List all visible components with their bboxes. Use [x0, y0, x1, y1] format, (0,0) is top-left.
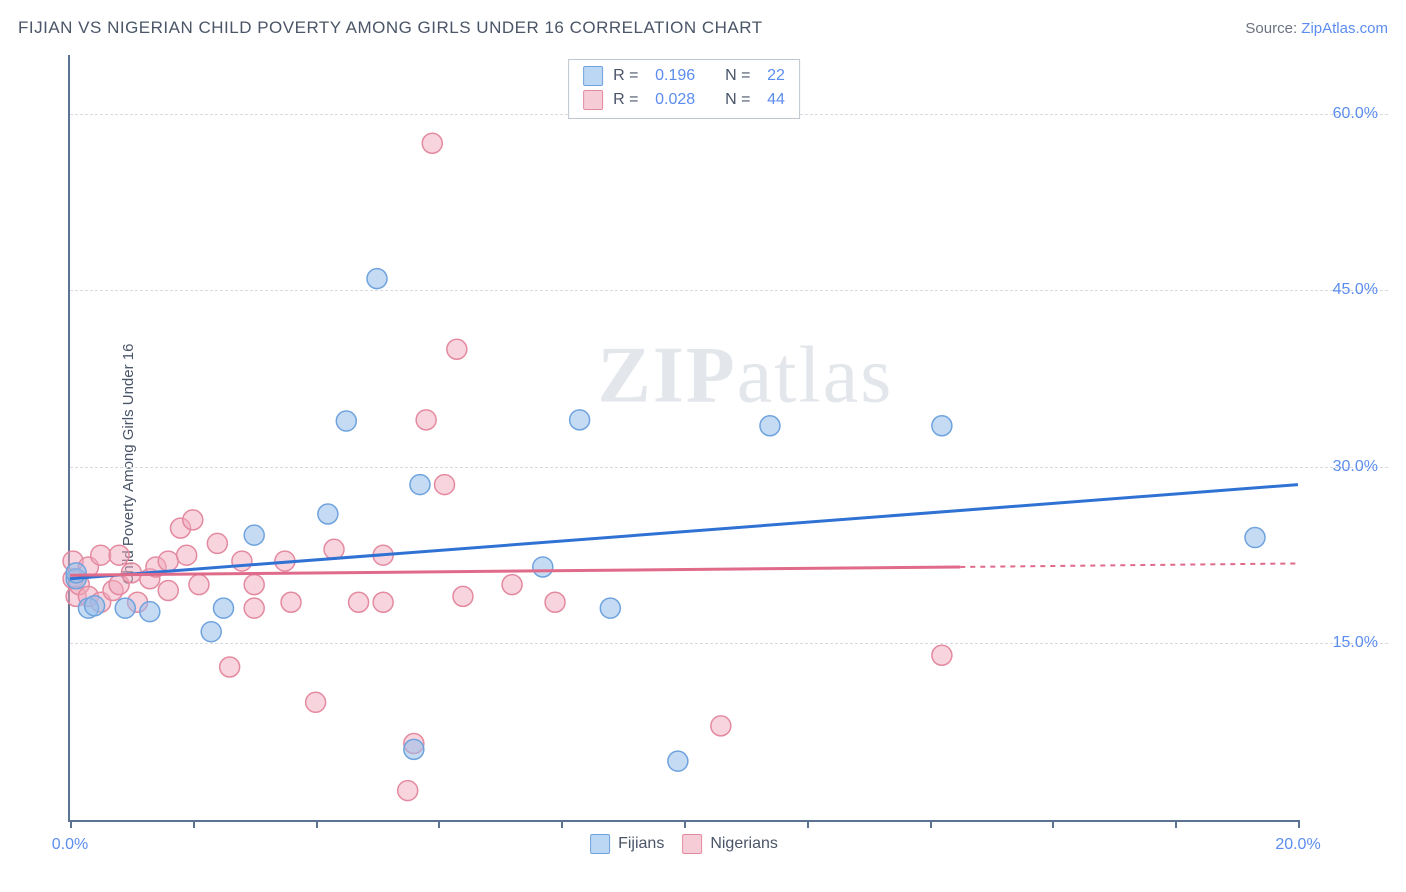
point-fijians [201, 622, 221, 642]
point-nigerians [306, 692, 326, 712]
legend-row-fijians: R = 0.196 N = 22 [583, 64, 785, 88]
point-fijians [932, 416, 952, 436]
point-nigerians [220, 657, 240, 677]
x-tick [1052, 820, 1054, 828]
point-fijians [318, 504, 338, 524]
point-nigerians [545, 592, 565, 612]
point-nigerians [416, 410, 436, 430]
x-tick [438, 820, 440, 828]
point-fijians [760, 416, 780, 436]
point-nigerians [324, 539, 344, 559]
legend-item-fijians: Fijians [590, 834, 664, 854]
point-fijians [410, 475, 430, 495]
point-nigerians [502, 575, 522, 595]
trendline-nigerians-extrapolated [960, 563, 1298, 567]
y-tick-label: 60.0% [1308, 105, 1378, 123]
legend-item-nigerians: Nigerians [682, 834, 778, 854]
point-fijians [66, 563, 86, 583]
point-nigerians [453, 586, 473, 606]
x-tick-label: 20.0% [1275, 836, 1320, 854]
x-tick [930, 820, 932, 828]
x-tick [561, 820, 563, 828]
chart-title: FIJIAN VS NIGERIAN CHILD POVERTY AMONG G… [18, 18, 763, 38]
legend-row-nigerians: R = 0.028 N = 44 [583, 88, 785, 112]
point-nigerians [281, 592, 301, 612]
point-nigerians [373, 592, 393, 612]
point-nigerians [447, 339, 467, 359]
x-tick [807, 820, 809, 828]
source-link[interactable]: ZipAtlas.com [1301, 20, 1388, 37]
x-tick-label: 0.0% [52, 836, 88, 854]
point-fijians [367, 269, 387, 289]
x-tick [70, 820, 72, 828]
point-nigerians [158, 581, 178, 601]
scatter-svg [70, 55, 1298, 820]
point-nigerians [349, 592, 369, 612]
y-tick-label: 45.0% [1308, 281, 1378, 299]
point-fijians [1245, 528, 1265, 548]
series-legend: Fijians Nigerians [590, 834, 778, 854]
swatch-nigerians [682, 834, 702, 854]
point-fijians [214, 598, 234, 618]
point-fijians [140, 602, 160, 622]
source-attribution: Source: ZipAtlas.com [1245, 20, 1388, 37]
point-fijians [336, 411, 356, 431]
point-nigerians [244, 575, 264, 595]
y-tick-label: 15.0% [1308, 634, 1378, 652]
x-tick [684, 820, 686, 828]
swatch-nigerians [583, 90, 603, 110]
point-nigerians [398, 781, 418, 801]
point-fijians [85, 596, 105, 616]
chart-plot-area: ZIPatlas R = 0.196 N = 22 R = 0.028 N = … [68, 55, 1298, 822]
x-tick [1175, 820, 1177, 828]
x-tick [193, 820, 195, 828]
point-nigerians [207, 533, 227, 553]
point-nigerians [422, 133, 442, 153]
point-nigerians [244, 598, 264, 618]
point-nigerians [932, 645, 952, 665]
point-nigerians [158, 551, 178, 571]
point-fijians [600, 598, 620, 618]
point-nigerians [91, 545, 111, 565]
point-nigerians [109, 545, 129, 565]
point-nigerians [177, 545, 197, 565]
swatch-fijians [583, 66, 603, 86]
x-tick [1298, 820, 1300, 828]
point-fijians [533, 557, 553, 577]
point-nigerians [232, 551, 252, 571]
point-nigerians [435, 475, 455, 495]
point-nigerians [189, 575, 209, 595]
point-nigerians [183, 510, 203, 530]
point-fijians [668, 751, 688, 771]
correlation-legend: R = 0.196 N = 22 R = 0.028 N = 44 [568, 59, 800, 119]
point-fijians [404, 739, 424, 759]
x-tick [316, 820, 318, 828]
swatch-fijians [590, 834, 610, 854]
point-fijians [115, 598, 135, 618]
point-fijians [570, 410, 590, 430]
point-nigerians [711, 716, 731, 736]
point-fijians [244, 525, 264, 545]
y-tick-label: 30.0% [1308, 458, 1378, 476]
